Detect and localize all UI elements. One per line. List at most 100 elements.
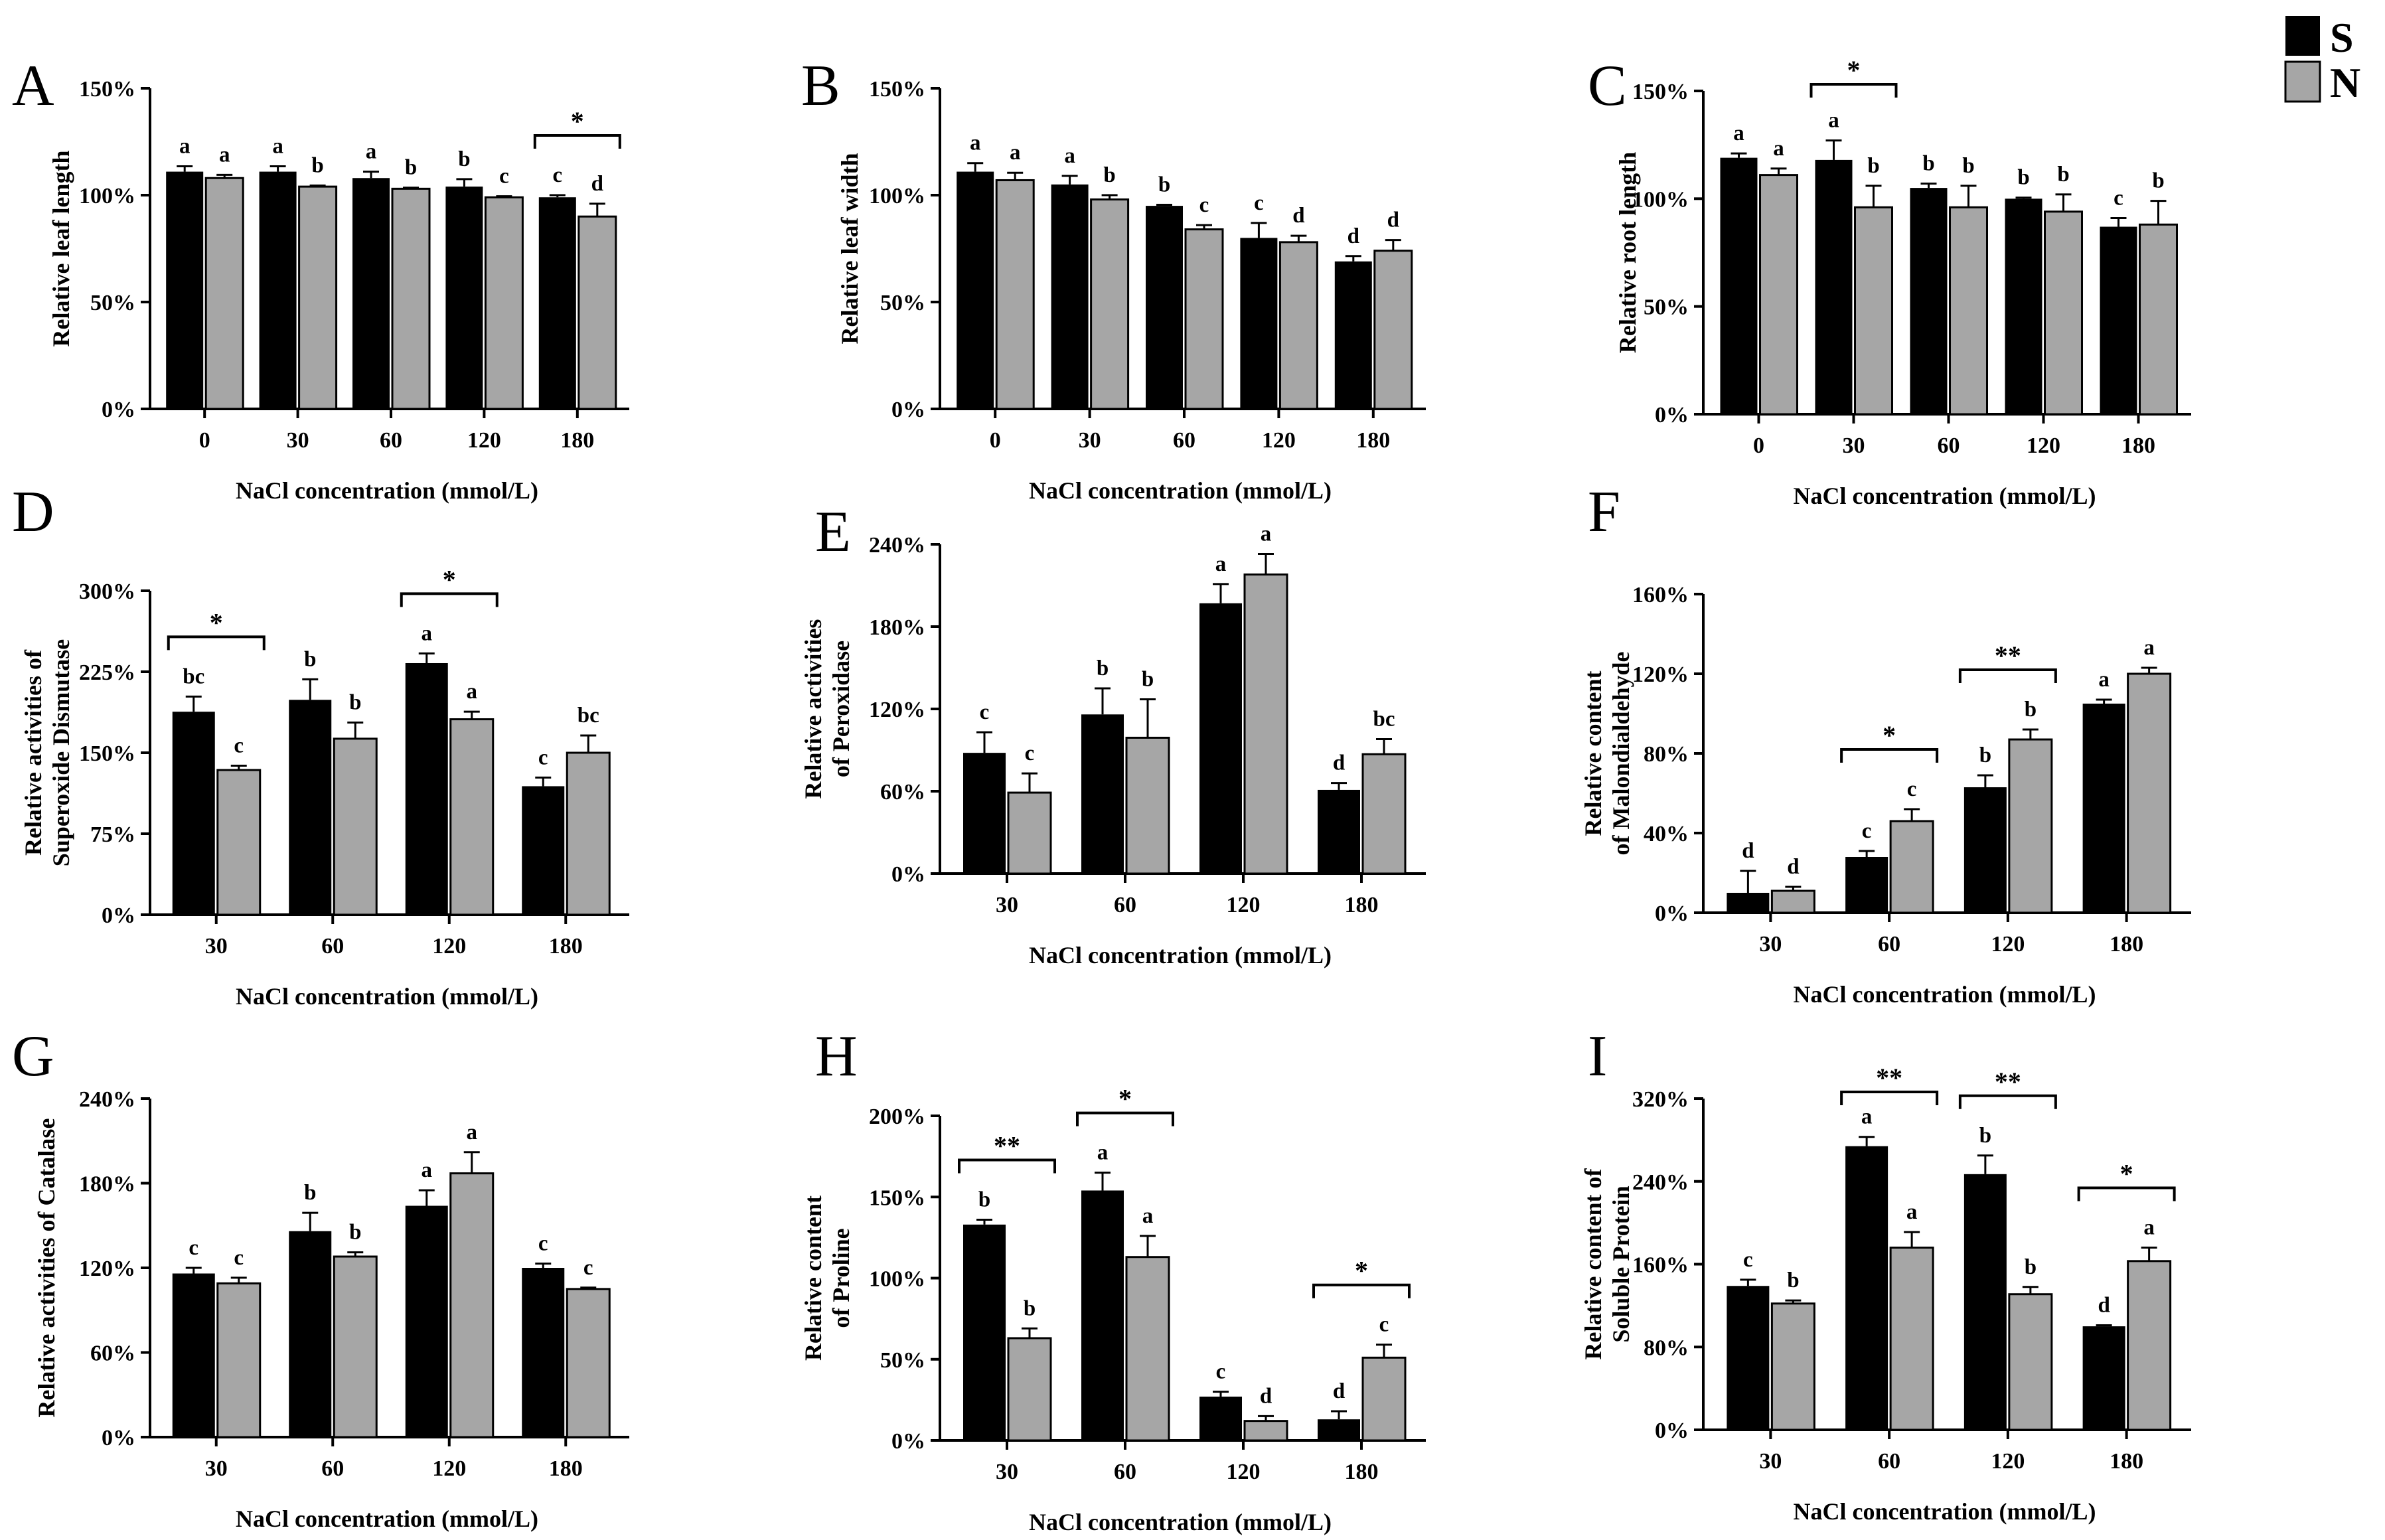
x-tick-label-c: 180 — [2121, 433, 2155, 458]
bar-e-n-30 — [1007, 791, 1052, 875]
sig-letter-e: b — [1142, 668, 1154, 692]
x-tick-label-h: 120 — [1227, 1460, 1261, 1484]
x-tick-label-c: 0 — [1753, 433, 1764, 458]
sig-letter-g: a — [467, 1120, 478, 1144]
sig-letter-e: a — [1215, 552, 1227, 576]
sig-letter-b: d — [1387, 208, 1399, 232]
bar-a-n-60 — [391, 187, 431, 410]
x-tick-label-c: 120 — [2027, 433, 2060, 458]
bar-h-n-180 — [1361, 1356, 1407, 1442]
x-tick-label-e: 60 — [1114, 893, 1136, 917]
sig-letter-e: bc — [1373, 707, 1395, 731]
panel-g: G 0% 60% 120% 180% 240% 30 c c 60 b b 120 a a 180 c c NaCl… — [12, 1024, 629, 1532]
y-tick-label-h: 100% — [869, 1267, 925, 1292]
significance-bracket-i — [2077, 1186, 2176, 1201]
sig-letter-a: c — [552, 163, 562, 187]
sig-letter-a: b — [458, 147, 470, 171]
sig-letter-e: c — [1025, 741, 1035, 765]
bar-h-s-120 — [1199, 1396, 1242, 1440]
sig-letter-g: c — [189, 1236, 198, 1260]
y-axis-label-line-h: of Proline — [828, 1228, 854, 1328]
y-tick-label-e: 120% — [869, 698, 925, 722]
y-tick-label-b: 50% — [880, 291, 925, 315]
bar-f-n-30 — [1770, 889, 1815, 914]
sig-letter-f: b — [1979, 743, 1991, 767]
bar-g-n-120 — [449, 1172, 495, 1438]
bar-d-n-180 — [566, 751, 611, 916]
panel-label-i: I — [1588, 1024, 1607, 1089]
y-tick-label-c: 50% — [1644, 295, 1689, 320]
legend-label-n: N — [2330, 59, 2360, 106]
y-tick-label-i: 80% — [1644, 1336, 1689, 1360]
x-tick-label-b: 30 — [1079, 428, 1101, 453]
panel-label-c: C — [1588, 54, 1627, 118]
y-tick-label-g: 120% — [79, 1257, 135, 1281]
x-tick-label-b: 120 — [1262, 428, 1296, 453]
sig-letter-h: a — [1142, 1204, 1154, 1228]
sig-letter-g: a — [422, 1158, 433, 1182]
bar-i-s-60 — [1845, 1146, 1888, 1430]
y-axis-label-line-d: Relative activities of — [20, 649, 46, 856]
bar-b-s-120 — [1240, 238, 1278, 409]
sig-letter-i: c — [1743, 1248, 1753, 1272]
bar-b-s-60 — [1146, 206, 1183, 409]
bar-c-s-180 — [2100, 226, 2137, 414]
sig-letter-i: a — [1906, 1200, 1918, 1224]
x-axis-label-i: NaCl concentration (mmol/L) — [1794, 1498, 2096, 1525]
significance-mark-i: * — [2120, 1159, 2133, 1189]
bar-b-n-30 — [1090, 198, 1130, 410]
bar-c-s-30 — [1815, 159, 1853, 415]
x-axis-label-f: NaCl concentration (mmol/L) — [1794, 981, 2096, 1008]
y-tick-label-f: 160% — [1632, 583, 1689, 607]
significance-mark-i: ** — [1995, 1067, 2021, 1097]
y-tick-label-e: 0% — [891, 862, 925, 887]
bar-h-s-60 — [1081, 1190, 1124, 1440]
y-tick-label-h: 50% — [880, 1348, 925, 1373]
significance-bracket-h — [1312, 1283, 1411, 1298]
sig-letter-h: b — [978, 1188, 990, 1211]
y-tick-label-b: 150% — [869, 77, 925, 102]
x-tick-label-a: 30 — [287, 428, 309, 453]
bar-h-s-30 — [963, 1224, 1006, 1440]
sig-letter-c: b — [2057, 163, 2069, 187]
sig-letter-g: c — [234, 1246, 244, 1270]
sig-letter-c: b — [1867, 154, 1879, 178]
x-tick-label-a: 0 — [199, 428, 210, 453]
bar-a-n-180 — [577, 215, 617, 410]
bar-c-n-60 — [1949, 206, 1988, 416]
bar-b-n-120 — [1278, 241, 1318, 410]
y-tick-label-a: 0% — [102, 398, 135, 422]
bar-i-s-30 — [1727, 1286, 1770, 1430]
x-tick-label-h: 180 — [1345, 1460, 1379, 1484]
bar-g-s-30 — [172, 1273, 215, 1437]
y-axis-label-d: Relative activities of Superoxide Dismuta… — [20, 639, 74, 866]
bar-a-n-120 — [484, 196, 524, 410]
sig-letter-g: c — [538, 1232, 548, 1256]
bar-d-s-120 — [405, 662, 448, 915]
bar-i-n-180 — [2127, 1260, 2172, 1431]
sig-letter-c: b — [2152, 169, 2164, 193]
sig-letter-b: a — [970, 131, 981, 155]
sig-letter-c: b — [1962, 154, 1974, 178]
x-tick-label-g: 30 — [205, 1456, 228, 1481]
y-axis-label-line-g: Relative activities of Catalase — [33, 1118, 60, 1418]
sig-letter-a: a — [219, 143, 230, 167]
y-tick-label-i: 320% — [1632, 1087, 1689, 1112]
y-axis-label-g: Relative activities of Catalase — [33, 1118, 60, 1418]
sig-letter-f: c — [1862, 819, 1872, 843]
significance-mark-a: * — [571, 106, 584, 136]
sig-letter-b: c — [1254, 191, 1264, 215]
y-axis-label-line-a: Relative leaf length — [48, 151, 74, 347]
y-tick-label-f: 80% — [1644, 742, 1689, 767]
bar-d-n-120 — [449, 718, 495, 916]
sig-letter-d: a — [467, 680, 478, 704]
significance-bracket-a — [533, 134, 621, 149]
panel-b: B 0% 50% 100% 150% 0 a a 30 a b 60 b c 120 c d 180 d d NaCl … — [801, 54, 1426, 504]
bar-e-s-30 — [963, 753, 1006, 874]
sig-letter-g: b — [349, 1221, 361, 1245]
sig-letter-a: a — [366, 140, 377, 164]
x-tick-label-h: 60 — [1114, 1460, 1136, 1484]
sig-letter-i: b — [2025, 1255, 2037, 1279]
sig-letter-d: b — [304, 647, 316, 671]
sig-letter-c: b — [1922, 152, 1934, 176]
